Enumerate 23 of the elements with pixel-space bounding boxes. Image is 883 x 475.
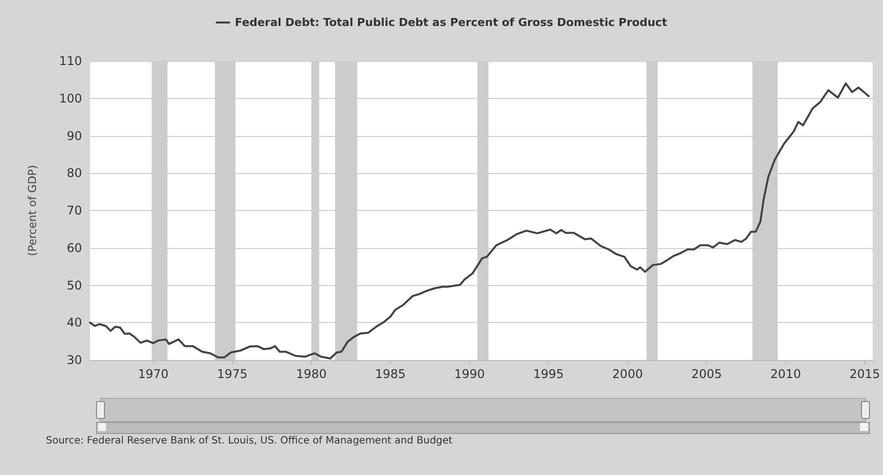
y-tick-label: 70 [66, 204, 82, 218]
x-tick-label: 2015 [849, 367, 880, 381]
x-tick-label: 1995 [533, 367, 564, 381]
x-tick-label: 2010 [770, 367, 801, 381]
x-tick-label: 1975 [217, 367, 248, 381]
y-tick-label: 50 [66, 278, 82, 292]
line-series [89, 82, 870, 360]
x-tick-label: 1985 [375, 367, 406, 381]
legend-label: Federal Debt: Total Public Debt as Percent of Gross Domestic Product [234, 16, 668, 29]
source-note: Source: Federal Reserve Bank of St. Louis, US. Office of Management and Budget [46, 436, 453, 446]
y-tick-label: 40 [66, 316, 82, 330]
y-axis-title: (Percent of GDP) [26, 164, 39, 256]
x-tick-label: 1980 [296, 367, 327, 381]
x-tick-label: 1990 [454, 367, 485, 381]
x-tick-label: 1970 [138, 367, 169, 381]
y-tick-label: 30 [66, 353, 82, 367]
x-tick-label: 2005 [691, 367, 722, 381]
x-tick-label: 2000 [612, 367, 643, 381]
y-tick-label: 80 [66, 166, 82, 180]
y-tick-label: 110 [59, 54, 82, 68]
y-tick-label: 60 [66, 240, 82, 255]
y-tick-label: 90 [66, 128, 82, 143]
y-tick-label: 100 [59, 91, 82, 106]
